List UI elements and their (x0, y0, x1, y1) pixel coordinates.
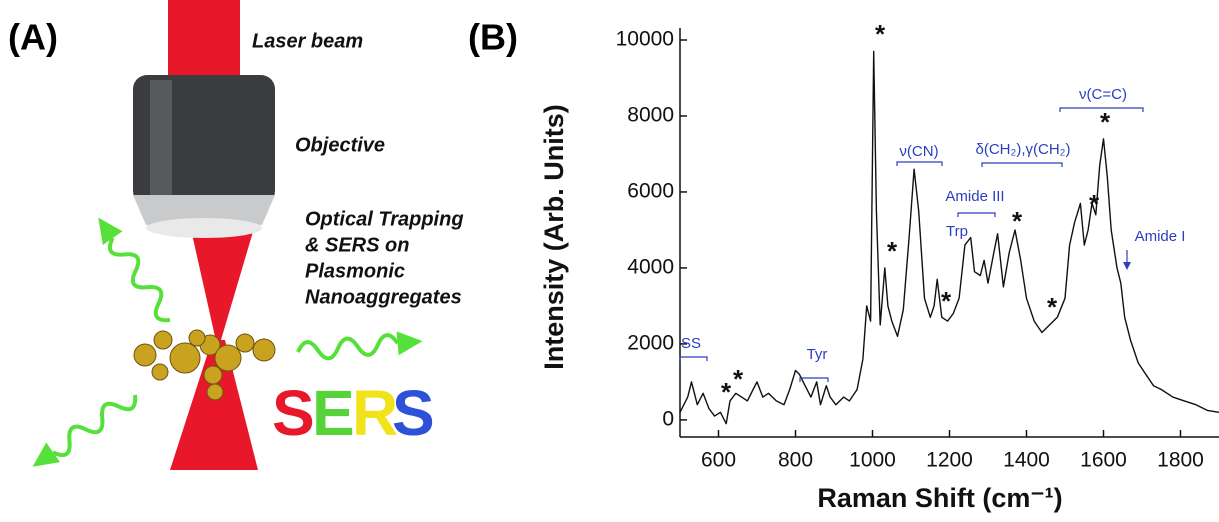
sers-letter: S (392, 377, 435, 449)
annotation-bracket (958, 213, 995, 217)
y-tick-label: 8000 (627, 104, 674, 127)
annotation-arrowhead (1123, 262, 1131, 270)
band-annotation: Tyr (807, 346, 828, 363)
x-tick-label: 600 (701, 449, 736, 472)
panel-a: (A) Laser beam Objective Optical Trappin… (8, 0, 464, 477)
diagram-label: Nanoaggregates (305, 286, 462, 308)
band-annotation: ν(C=C) (1079, 86, 1127, 103)
peak-marker: * (941, 286, 952, 316)
diagram-label: Optical Trapping (305, 208, 464, 230)
objective-lens (146, 218, 262, 238)
y-tick-label: 4000 (627, 255, 674, 278)
x-tick-label: 1600 (1080, 449, 1127, 472)
band-annotation: Trp (946, 223, 968, 240)
peak-marker: * (721, 377, 732, 407)
x-tick-label: 800 (778, 449, 813, 472)
x-tick-label: 1200 (926, 449, 973, 472)
laser-beam (168, 0, 240, 80)
scatter-arrow (297, 329, 424, 364)
peak-marker: * (887, 236, 898, 266)
sers-letter: S (272, 377, 315, 449)
scatter-arrow (26, 385, 142, 476)
x-tick-label: 1400 (1003, 449, 1050, 472)
band-annotation: ν(CN) (899, 143, 938, 160)
y-tick-label: 10000 (616, 28, 674, 51)
annotation-bracket (800, 378, 828, 382)
annotation-bracket (982, 163, 1062, 167)
band-annotation: SS (681, 335, 701, 352)
x-tick-label: 1800 (1157, 449, 1204, 472)
x-tick-label: 1000 (849, 449, 896, 472)
panel-label: (B) (468, 17, 518, 58)
band-annotation: δ(CH₂),γ(CH₂) (976, 141, 1071, 158)
diagram-label: Laser beam (252, 30, 363, 52)
peak-marker: * (1089, 189, 1100, 219)
peak-marker: * (1012, 206, 1023, 236)
y-axis-label: Intensity (Arb. Units) (539, 104, 569, 370)
y-tick-label: 6000 (627, 180, 674, 203)
peak-marker: * (733, 364, 744, 394)
y-tick-label: 0 (662, 407, 674, 430)
objective-shine (150, 80, 172, 200)
panel-b: (B) Raman Shift (cm⁻¹) Intensity (Arb. U… (468, 17, 1219, 514)
band-annotation: Amide III (945, 188, 1004, 205)
y-tick-label: 2000 (627, 331, 674, 354)
peak-marker: * (875, 19, 886, 49)
x-axis-label: Raman Shift (cm⁻¹) (817, 483, 1062, 513)
peak-marker: * (1047, 292, 1058, 322)
panel-label: (A) (8, 17, 58, 58)
diagram-label: Plasmonic (305, 260, 405, 282)
annotation-bracket (680, 357, 707, 361)
sers-letter: E (312, 377, 355, 449)
diagram-label: & SERS on (305, 234, 409, 256)
figure: (A) Laser beam Objective Optical Trappin… (0, 0, 1219, 522)
diagram-label: Objective (295, 134, 385, 156)
band-annotation: Amide I (1135, 228, 1186, 245)
annotation-bracket (897, 162, 942, 166)
peak-marker: * (1100, 107, 1111, 137)
